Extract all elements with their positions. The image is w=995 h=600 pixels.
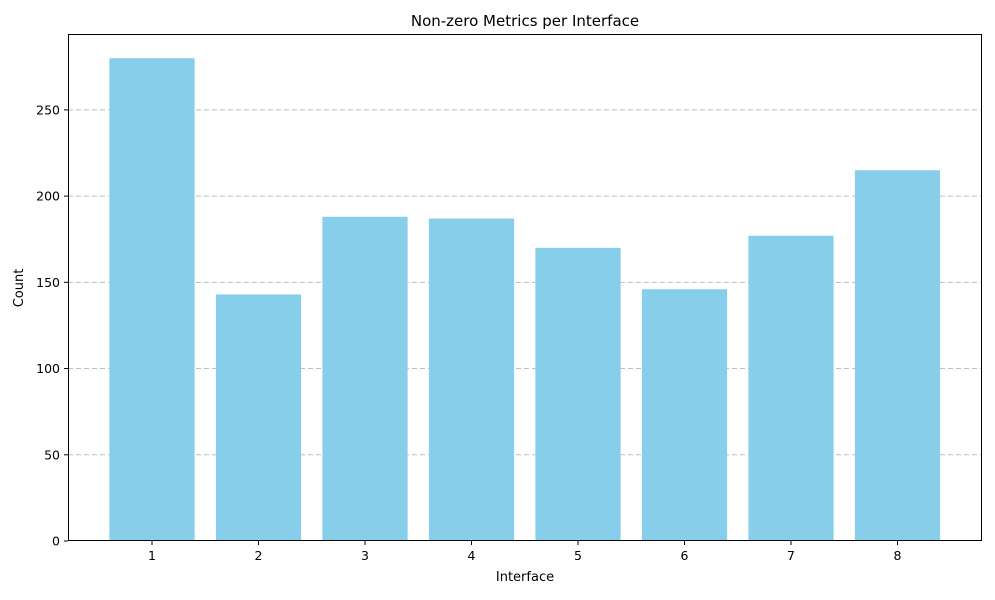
bar-interface-2 xyxy=(215,294,302,541)
y-tick-label: 0 xyxy=(52,534,60,549)
bar-interface-4 xyxy=(428,218,515,542)
x-axis-label: Interface xyxy=(496,570,554,585)
y-axis-label: Count xyxy=(12,269,27,308)
y-tick-label: 50 xyxy=(44,447,60,462)
bar-interface-5 xyxy=(535,247,621,541)
x-tick-label: 7 xyxy=(787,548,795,563)
x-tick-label: 2 xyxy=(255,548,263,563)
bar-interface-3 xyxy=(322,216,408,542)
y-tick-label: 200 xyxy=(36,189,60,204)
y-tick-label: 100 xyxy=(36,361,60,376)
x-tick-label: 6 xyxy=(681,548,689,563)
y-tick-label: 150 xyxy=(36,275,60,290)
bar-interface-1 xyxy=(109,58,195,542)
x-tick-label: 5 xyxy=(574,548,582,563)
x-tick-label: 1 xyxy=(148,548,156,563)
y-gridlines xyxy=(68,109,981,456)
bar-interface-8 xyxy=(854,170,941,542)
bar-interface-7 xyxy=(748,235,834,541)
x-tick-label: 8 xyxy=(894,548,902,563)
chart-title: Non-zero Metrics per Interface xyxy=(411,12,639,30)
x-tick-label: 4 xyxy=(468,548,476,563)
x-tick-label: 3 xyxy=(361,548,369,563)
bar-interface-6 xyxy=(641,289,728,541)
y-tick-label: 250 xyxy=(36,102,60,117)
x-axis-ticks: 1 2 3 4 5 6 7 8 xyxy=(148,541,902,563)
plot-area-frame xyxy=(68,34,982,541)
bars xyxy=(109,58,941,542)
y-axis-ticks: 0 50 100 150 200 250 xyxy=(36,102,68,549)
